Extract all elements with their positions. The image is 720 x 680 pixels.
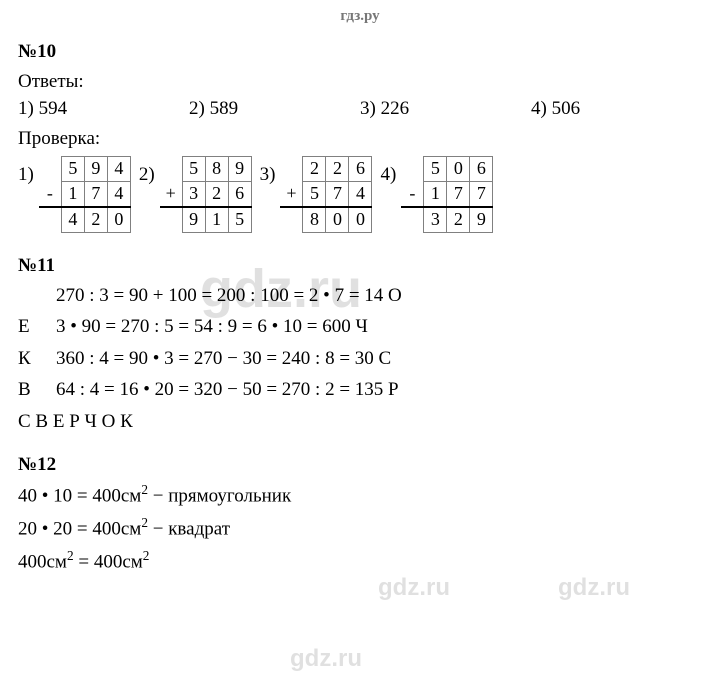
s11-line-3: К360 : 4 = 90 • 3 = 270 − 30 = 240 : 8 =… (18, 344, 702, 373)
ans-4-n: 4) (531, 98, 547, 119)
s12-l3a: 400см (18, 551, 67, 572)
calc-block-2: 2) 589 +326 915 (139, 156, 252, 233)
section-10-title: №10 (18, 41, 702, 63)
c: 8 (205, 156, 228, 181)
s12-line-1: 40 • 10 = 400см2 − прямоугольник (18, 480, 702, 511)
s11-txt-2: 3 • 90 = 270 : 5 = 54 : 9 = 6 • 10 = 600… (56, 316, 368, 337)
s11-result: С В Е Р Ч О К (18, 407, 702, 436)
watermark: gdz.ru (558, 574, 630, 602)
calc-4-num: 4) (380, 156, 396, 186)
calc-2-table: 589 +326 915 (160, 156, 252, 233)
section-11-title: №11 (18, 255, 702, 277)
s12-line-2: 20 • 20 = 400см2 − квадрат (18, 513, 702, 544)
section-12-title: №12 (18, 454, 702, 476)
c: 0 (326, 207, 349, 233)
ans-2-n: 2) (189, 98, 205, 119)
c: 2 (303, 156, 326, 181)
s11-txt-4: 64 : 4 = 16 • 20 = 320 − 50 = 270 : 2 = … (56, 379, 399, 400)
ans-3-v: 226 (381, 98, 410, 119)
c: 0 (107, 207, 130, 233)
c: 9 (182, 207, 205, 233)
calc-1-table: 594 -174 420 (39, 156, 131, 233)
s11-txt-3: 360 : 4 = 90 • 3 = 270 − 30 = 240 : 8 = … (56, 348, 391, 369)
watermark: gdz.ru (290, 645, 362, 673)
c: 5 (424, 156, 447, 181)
c: 9 (228, 156, 251, 181)
c: 7 (470, 181, 493, 207)
c: 6 (228, 181, 251, 207)
c: 5 (61, 156, 84, 181)
c: 0 (447, 156, 470, 181)
s12-line-3: 400см2 = 400см2 (18, 546, 702, 577)
op: - (39, 181, 62, 207)
calc-3-num: 3) (260, 156, 276, 186)
s12-l1b: − прямоугольник (148, 485, 291, 506)
site-header: гдз.ру (0, 0, 720, 35)
s12-l1a: 40 • 10 = 400см (18, 485, 141, 506)
c: 4 (61, 207, 84, 233)
c: 6 (349, 156, 372, 181)
c: 4 (349, 181, 372, 207)
c: 4 (107, 156, 130, 181)
c: 2 (84, 207, 107, 233)
calc-4-table: 506 -177 329 (401, 156, 493, 233)
c: 5 (182, 156, 205, 181)
sup: 2 (141, 515, 148, 530)
calc-2-num: 2) (139, 156, 155, 186)
c: 0 (349, 207, 372, 233)
c: 3 (424, 207, 447, 233)
sup: 2 (67, 548, 74, 563)
c: 4 (107, 181, 130, 207)
calc-1-num: 1) (18, 156, 34, 186)
s11-line-2: Е3 • 90 = 270 : 5 = 54 : 9 = 6 • 10 = 60… (18, 312, 702, 341)
s11-left-2: Е (18, 312, 56, 341)
c: 3 (182, 181, 205, 207)
s11-left-3: К (18, 344, 56, 373)
c: 2 (326, 156, 349, 181)
s12-l3b: = 400см (74, 551, 143, 572)
c: 2 (447, 207, 470, 233)
s12-l2a: 20 • 20 = 400см (18, 518, 141, 539)
answers-row: 1) 594 2) 589 3) 226 4) 506 (18, 98, 702, 120)
ans-4-v: 506 (552, 98, 581, 119)
ans-2-v: 589 (210, 98, 239, 119)
s11-line-1: 270 : 3 = 90 + 100 = 200 : 100 = 2 • 7 =… (18, 281, 702, 310)
c: 2 (205, 181, 228, 207)
s11-txt-1: 270 : 3 = 90 + 100 = 200 : 100 = 2 • 7 =… (56, 285, 402, 306)
calc-block-1: 1) 594 -174 420 (18, 156, 131, 233)
c: 1 (61, 181, 84, 207)
check-row: 1) 594 -174 420 2) 589 +326 915 3) 226 +… (18, 156, 702, 233)
c: 9 (470, 207, 493, 233)
c: 8 (303, 207, 326, 233)
c: 1 (205, 207, 228, 233)
answers-label: Ответы: (18, 67, 702, 96)
ans-3-n: 3) (360, 98, 376, 119)
ans-1-n: 1) (18, 98, 34, 119)
s11-left-4: В (18, 375, 56, 404)
content: №10 Ответы: 1) 594 2) 589 3) 226 4) 506 … (0, 41, 720, 576)
check-label: Проверка: (18, 124, 702, 153)
ans-1-v: 594 (39, 98, 68, 119)
calc-3-table: 226 +574 800 (280, 156, 372, 233)
op: + (280, 181, 303, 207)
calc-block-4: 4) 506 -177 329 (380, 156, 493, 233)
c: 7 (84, 181, 107, 207)
watermark: gdz.ru (378, 574, 450, 602)
c: 5 (303, 181, 326, 207)
c: 9 (84, 156, 107, 181)
c: 1 (424, 181, 447, 207)
c: 7 (447, 181, 470, 207)
calc-block-3: 3) 226 +574 800 (260, 156, 373, 233)
sup: 2 (143, 548, 150, 563)
sup: 2 (141, 482, 148, 497)
c: 5 (228, 207, 251, 233)
c: 6 (470, 156, 493, 181)
c: 7 (326, 181, 349, 207)
s11-line-4: В64 : 4 = 16 • 20 = 320 − 50 = 270 : 2 =… (18, 375, 702, 404)
op: + (160, 181, 183, 207)
s12-l2b: − квадрат (148, 518, 230, 539)
op: - (401, 181, 424, 207)
